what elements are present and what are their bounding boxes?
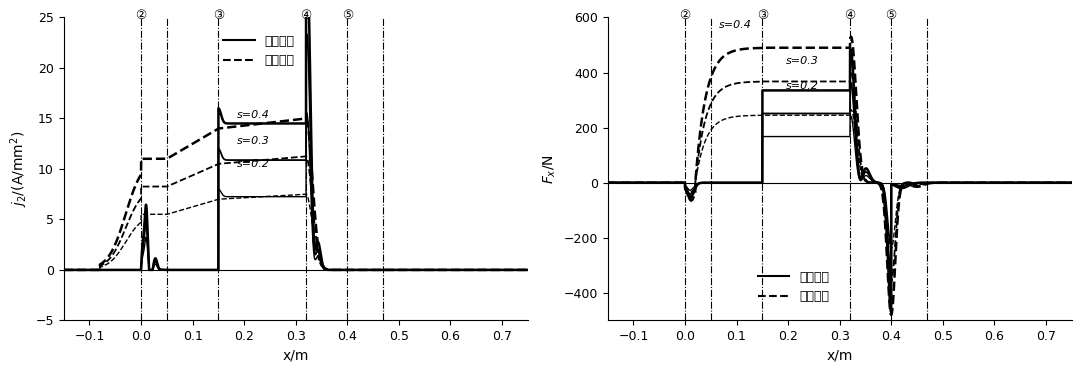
Text: s=0.2: s=0.2 — [785, 81, 819, 91]
Text: s=0.3: s=0.3 — [237, 136, 269, 146]
Y-axis label: $F_x$/N: $F_x$/N — [541, 154, 558, 184]
Text: ②: ② — [135, 10, 147, 23]
Text: s=0.2: s=0.2 — [237, 159, 269, 169]
Text: s=0.3: s=0.3 — [785, 56, 819, 66]
X-axis label: x/m: x/m — [826, 349, 853, 363]
Text: ④: ④ — [300, 10, 312, 23]
Text: ⑤: ⑤ — [341, 10, 353, 23]
Text: ④: ④ — [845, 9, 855, 22]
Text: ③: ③ — [213, 10, 224, 23]
Y-axis label: $j_2$/(A/mm$^2$): $j_2$/(A/mm$^2$) — [9, 131, 30, 207]
Text: ⑤: ⑤ — [886, 9, 896, 22]
Text: ②: ② — [679, 9, 690, 22]
X-axis label: x/m: x/m — [283, 349, 309, 363]
Text: ③: ③ — [757, 9, 768, 22]
Text: s=0.4: s=0.4 — [718, 20, 752, 30]
Legend: 次级断续, 次级连续: 次级断续, 次级连续 — [218, 30, 299, 72]
Text: s=0.4: s=0.4 — [237, 111, 269, 121]
Legend: 次级断续, 次级连续: 次级断续, 次级连续 — [753, 266, 835, 308]
